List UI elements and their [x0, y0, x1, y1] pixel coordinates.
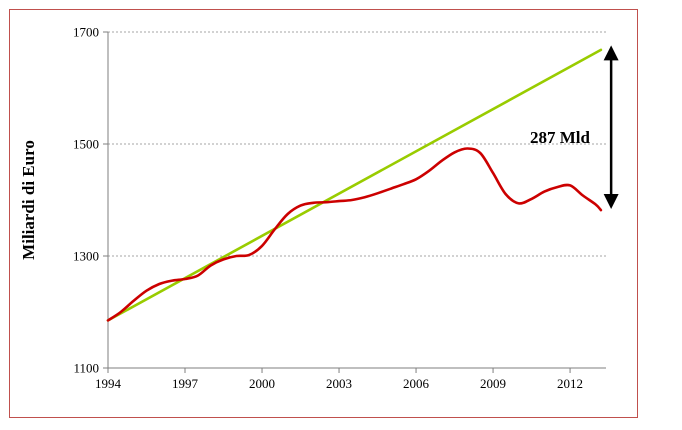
tick-labels: 1100 1300 1500 1700 1994 1997 2000 2003 2006 2009…	[73, 25, 583, 392]
y-tick-label: 1300	[73, 249, 99, 264]
y-tick-label: 1100	[73, 361, 99, 376]
series-line-green	[106, 48, 603, 322]
series-line-red	[106, 147, 603, 322]
x-tick-label: 2009	[480, 376, 506, 391]
x-tick-label: 2012	[557, 376, 583, 391]
y-axis-title: Miliardi di Euro	[19, 140, 38, 260]
x-tick-label: 2006	[403, 376, 430, 391]
x-tick-label: 2003	[326, 376, 352, 391]
axes	[103, 31, 606, 373]
chart-frame	[9, 9, 638, 418]
x-tick-label: 1994	[95, 376, 122, 391]
y-tick-label: 1500	[73, 137, 99, 152]
x-tick-label: 2000	[249, 376, 275, 391]
gridlines	[108, 31, 606, 257]
gap-annotation-label: 287 Mld	[530, 128, 591, 147]
series-lines	[106, 48, 603, 322]
annotations: 287 Mld	[530, 45, 619, 209]
x-tick-label: 1997	[172, 376, 199, 391]
y-tick-label: 1700	[73, 25, 99, 40]
